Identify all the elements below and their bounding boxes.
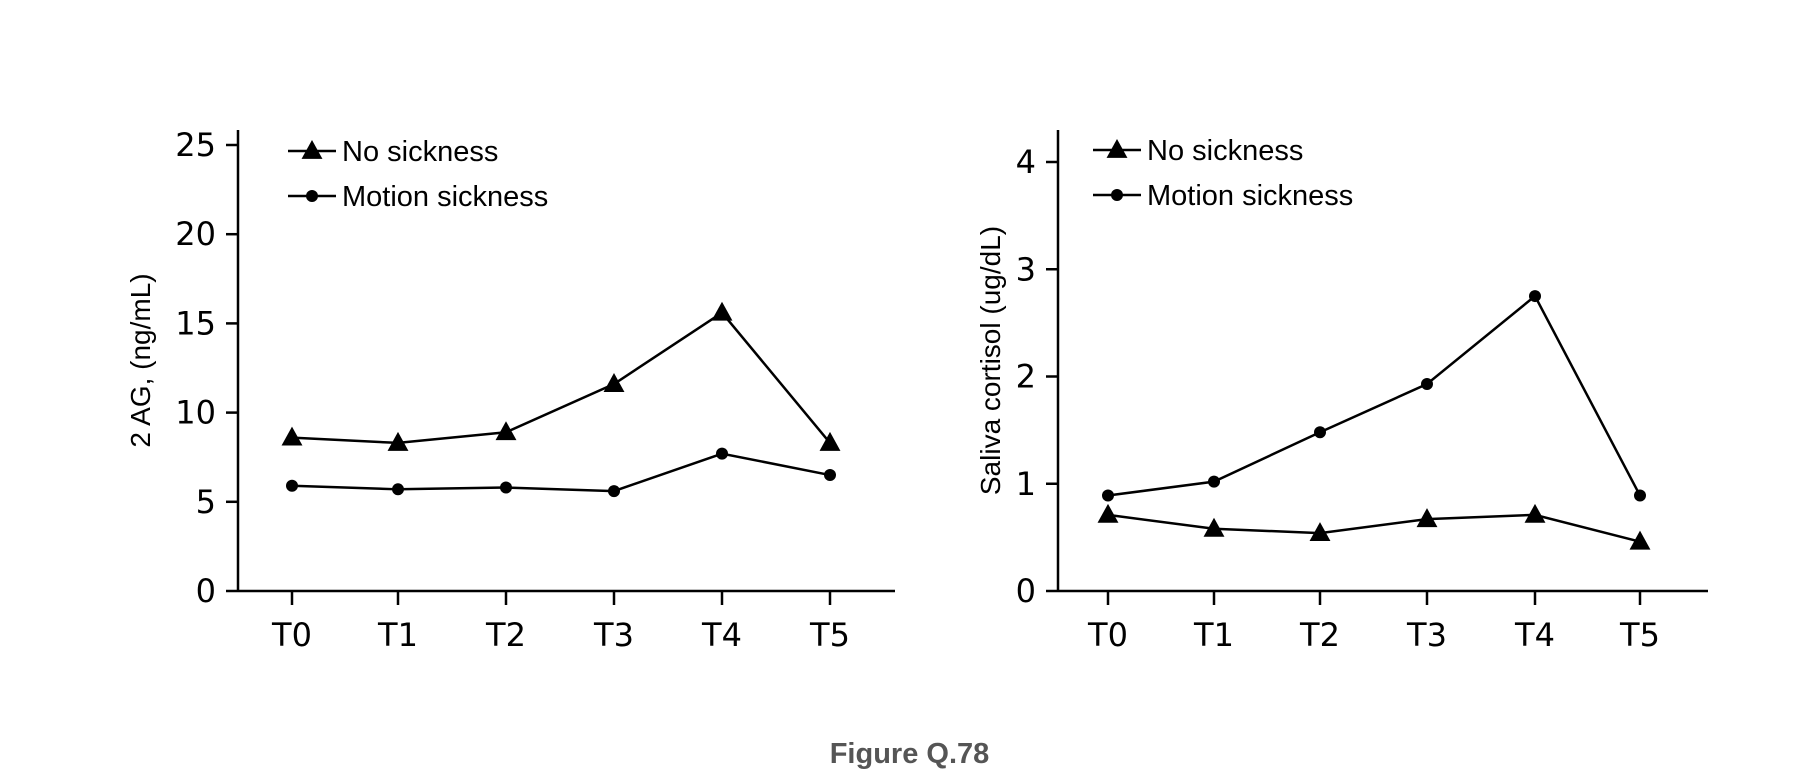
x-tick-label: T1	[377, 616, 418, 654]
legend-marker-motion-sickness	[306, 190, 318, 202]
no-sickness-point	[1203, 517, 1225, 537]
motion-sickness-point	[608, 485, 620, 498]
no-sickness-point	[1097, 503, 1119, 523]
y-tick-label: 15	[175, 304, 216, 342]
motion-sickness-point	[1421, 378, 1433, 391]
motion-sickness-point	[500, 481, 512, 494]
motion-sickness-point	[1102, 489, 1114, 502]
no-sickness-point	[495, 421, 517, 441]
legend-label-no-sickness: No sickness	[342, 136, 498, 168]
figure-caption: Figure Q.78	[829, 738, 990, 770]
x-tick-label: T2	[485, 616, 526, 654]
y-axis-label: 2 AG, (ng/mL)	[125, 273, 156, 447]
motion-sickness-point	[286, 479, 298, 492]
motion-sickness-point	[1634, 489, 1646, 502]
x-tick-label: T3	[593, 616, 634, 654]
motion-sickness-point	[392, 483, 404, 496]
y-axis-label: Saliva cortisol (ug/dL)	[975, 226, 1006, 495]
no-sickness-point	[711, 301, 733, 321]
y-tick-label: 1	[1016, 465, 1036, 503]
series-line-no-sickness	[1107, 513, 1641, 543]
no-sickness-point	[1524, 503, 1546, 523]
y-tick-label: 10	[175, 394, 216, 432]
motion-sickness-point	[1208, 475, 1220, 488]
y-tick-label: 3	[1016, 250, 1036, 288]
x-tick-label: T0	[271, 616, 312, 654]
x-tick-label: T1	[1193, 616, 1234, 654]
motion-sickness-point	[716, 447, 728, 460]
no-sickness-point	[603, 373, 625, 392]
no-sickness-point	[387, 431, 409, 451]
legend-label-no-sickness: No sickness	[1147, 135, 1303, 167]
no-sickness-point	[819, 431, 841, 451]
legend-marker-motion-sickness	[1111, 189, 1123, 201]
no-sickness-point	[1309, 522, 1331, 542]
x-tick-label: T3	[1406, 616, 1447, 654]
legend-label-motion-sickness: Motion sickness	[1147, 180, 1353, 212]
y-tick-label: 20	[175, 215, 216, 253]
chart-2ag: 0 5 10 15 20 25 T0 T1 T2 T3 T4 T5 2 AG, (ng/mL) No si…	[125, 126, 895, 654]
x-tick-label: T4	[701, 616, 742, 654]
series-line-motion-sickness	[291, 452, 831, 493]
no-sickness-point	[281, 426, 303, 446]
chart-cortisol: 0 1 2 3 4 T0 T1 T2 T3 T4 T5 Saliva cortisol (ug/dL)…	[975, 130, 1708, 654]
motion-sickness-point	[1314, 426, 1326, 439]
y-tick-label: 0	[196, 572, 216, 610]
x-tick-label: T5	[1619, 616, 1660, 654]
x-tick-label: T2	[1299, 616, 1340, 654]
y-tick-label: 0	[1016, 572, 1036, 610]
y-tick-label: 25	[175, 126, 216, 164]
y-tick-label: 4	[1016, 143, 1036, 181]
x-tick-label: T4	[1514, 616, 1555, 654]
motion-sickness-point	[1529, 290, 1541, 303]
series-line-no-sickness	[291, 311, 831, 445]
legend-marker-no-sickness	[301, 140, 323, 159]
x-tick-label: T5	[809, 616, 850, 654]
no-sickness-point	[1629, 530, 1651, 550]
motion-sickness-point	[824, 469, 836, 482]
y-tick-label: 5	[196, 483, 216, 521]
legend-marker-no-sickness	[1106, 139, 1128, 158]
legend-label-motion-sickness: Motion sickness	[342, 181, 548, 213]
y-tick-label: 2	[1016, 358, 1036, 396]
series-line-motion-sickness	[1107, 294, 1642, 497]
x-tick-label: T0	[1087, 616, 1128, 654]
no-sickness-point	[1416, 508, 1438, 528]
